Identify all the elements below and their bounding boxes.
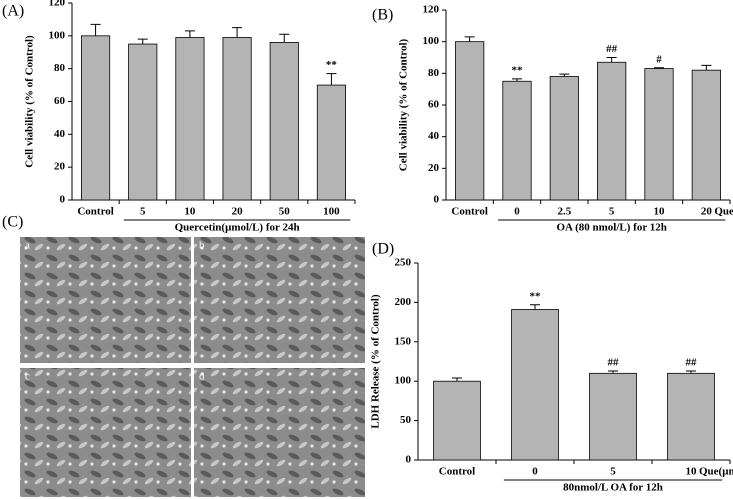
error-bar [701, 64, 712, 71]
x-tick-label: 50 [279, 206, 291, 218]
subpanel-label: a [25, 240, 30, 252]
y-tick-label: 100 [423, 35, 440, 47]
y-tick-label: 120 [423, 4, 440, 16]
bar [691, 69, 721, 201]
error-bar [464, 36, 475, 42]
micrograph [20, 237, 191, 363]
y-tick-label: 40 [428, 130, 440, 142]
error-bar [326, 73, 337, 86]
error-bar [137, 38, 148, 45]
y-tick-label: 40 [54, 128, 66, 140]
x-tick-label: 5 [140, 206, 146, 218]
y-tick-label: 0 [434, 194, 440, 206]
significance-label: ** [512, 64, 524, 76]
x-tick-label: 10 [184, 206, 196, 218]
bar [222, 37, 252, 201]
y-tick-label: 80 [54, 62, 66, 74]
y-tick-label: 100 [49, 29, 66, 41]
y-tick-label: 0 [406, 454, 412, 466]
significance-label: # [656, 53, 662, 65]
x-axis-label: 80nmol/L OA for 12h [563, 482, 663, 494]
error-bar [452, 377, 462, 382]
panel-label: (C) [2, 214, 23, 231]
y-axis-label: Cell viability (% of Control) [24, 35, 36, 168]
x-tick-label: 10 [654, 206, 666, 218]
y-axis-label: Cell viability (% of Control) [398, 38, 410, 171]
bar [128, 43, 158, 201]
y-tick-label: 150 [395, 335, 412, 347]
error-bar [608, 370, 618, 374]
x-tick-label: 2.5 [557, 206, 571, 218]
significance-label: ** [326, 59, 338, 71]
y-tick-label: 20 [428, 162, 440, 174]
significance-label: ## [606, 43, 618, 55]
error-bar [559, 73, 570, 77]
y-tick-label: 80 [428, 67, 440, 79]
y-tick-label: 100 [395, 375, 412, 387]
x-tick-label: 10 [686, 466, 698, 478]
x-tick-label: 0 [514, 206, 520, 218]
x-tick-label: Control [77, 206, 113, 218]
bar [597, 61, 627, 201]
bar [549, 76, 579, 201]
significance-label: ** [530, 290, 542, 302]
bar [644, 68, 674, 201]
x-unit-label: Que(μmol/L) [699, 466, 733, 478]
micrograph [194, 368, 365, 497]
x-tick-label: 20 [701, 206, 713, 218]
x-tick-label: 100 [323, 206, 340, 218]
significance-label: ## [608, 356, 620, 368]
panel-label: (B) [372, 7, 393, 24]
bar [667, 372, 715, 461]
micrograph [194, 237, 365, 363]
error-bar [606, 57, 617, 63]
bar [455, 41, 485, 201]
x-tick-label: Control [439, 466, 475, 478]
bar [502, 80, 532, 201]
micrograph [20, 368, 191, 497]
error-bar [90, 23, 101, 36]
subpanel-label: d [199, 371, 205, 383]
x-tick-label: 5 [609, 206, 615, 218]
error-bar [654, 67, 664, 69]
y-tick-label: 0 [60, 194, 66, 206]
y-tick-label: 60 [54, 95, 66, 107]
subpanel-label: b [199, 240, 205, 252]
y-tick-label: 60 [428, 99, 440, 111]
panel-label: (D) [372, 241, 394, 258]
error-bar [184, 30, 195, 38]
bar [175, 37, 205, 201]
subpanel-label: c [25, 371, 30, 383]
bar [589, 372, 637, 461]
y-axis-label: LDH Release (% of Control) [370, 294, 382, 429]
bar [269, 42, 299, 201]
error-bar [232, 27, 243, 38]
x-axis-label: Quercetin(μmol/L) for 24h [175, 222, 300, 234]
x-tick-label: Control [451, 206, 487, 218]
x-unit-label: Que(μmol/L) [714, 206, 733, 218]
y-tick-label: 20 [54, 161, 66, 173]
error-bar [686, 370, 696, 374]
x-axis-label: OA (80 nmol/L) for 12h [556, 222, 666, 234]
x-tick-label: 5 [610, 466, 616, 478]
bar [316, 84, 346, 201]
panel-label: (A) [2, 3, 24, 20]
y-tick-label: 250 [395, 257, 412, 269]
bar [433, 380, 481, 461]
error-bar [279, 33, 290, 43]
y-tick-label: 120 [49, 0, 66, 9]
x-tick-label: 20 [232, 206, 244, 218]
significance-label: ## [686, 356, 698, 368]
y-tick-label: 50 [400, 414, 412, 426]
x-tick-label: 0 [532, 466, 538, 478]
bar [81, 35, 111, 201]
error-bar [530, 304, 540, 310]
y-tick-label: 200 [395, 296, 412, 308]
error-bar [512, 78, 522, 82]
bar [511, 309, 559, 461]
